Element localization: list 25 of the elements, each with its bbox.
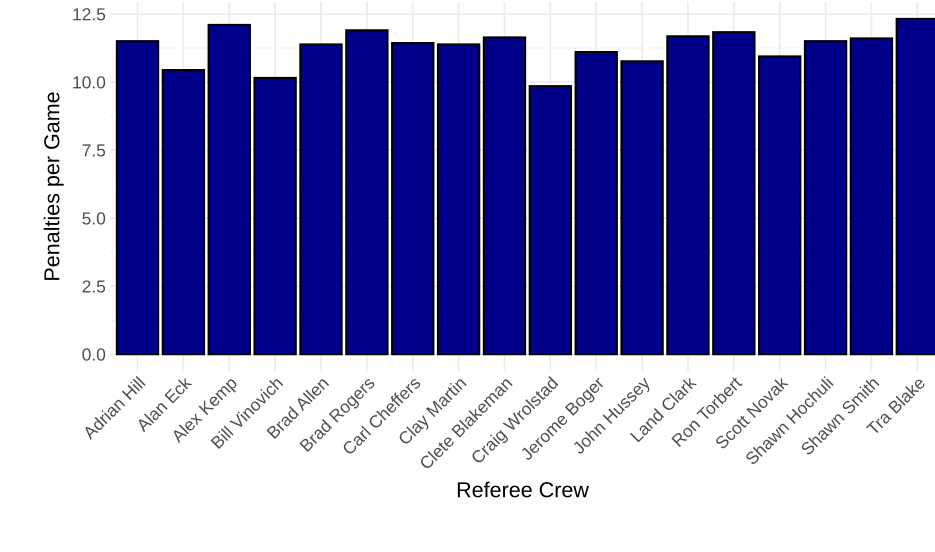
bar	[804, 40, 848, 356]
bar	[712, 31, 756, 356]
bar	[574, 51, 618, 356]
bar	[528, 85, 572, 356]
bar	[208, 24, 251, 356]
y-tick-label: 0.0	[82, 348, 106, 361]
y-tick-label: 7.5	[82, 144, 106, 157]
bar	[162, 69, 206, 356]
bar	[436, 43, 480, 356]
x-axis-title: Referee Crew	[458, 482, 589, 498]
bar	[620, 60, 664, 356]
bar	[345, 29, 389, 356]
bar	[758, 55, 802, 356]
y-tick-label: 12.5	[73, 8, 106, 20]
bar	[253, 76, 297, 356]
bar	[482, 36, 526, 356]
y-tick-label: 2.5	[82, 280, 106, 293]
bar	[666, 35, 710, 356]
y-tick-label: 10.0	[73, 76, 106, 88]
bar	[116, 40, 160, 356]
bar	[391, 42, 434, 356]
bar	[850, 37, 894, 356]
y-tick-label: 5.0	[82, 212, 106, 225]
y-axis-title: Penalties per Game	[44, 92, 64, 280]
bar	[299, 43, 343, 356]
